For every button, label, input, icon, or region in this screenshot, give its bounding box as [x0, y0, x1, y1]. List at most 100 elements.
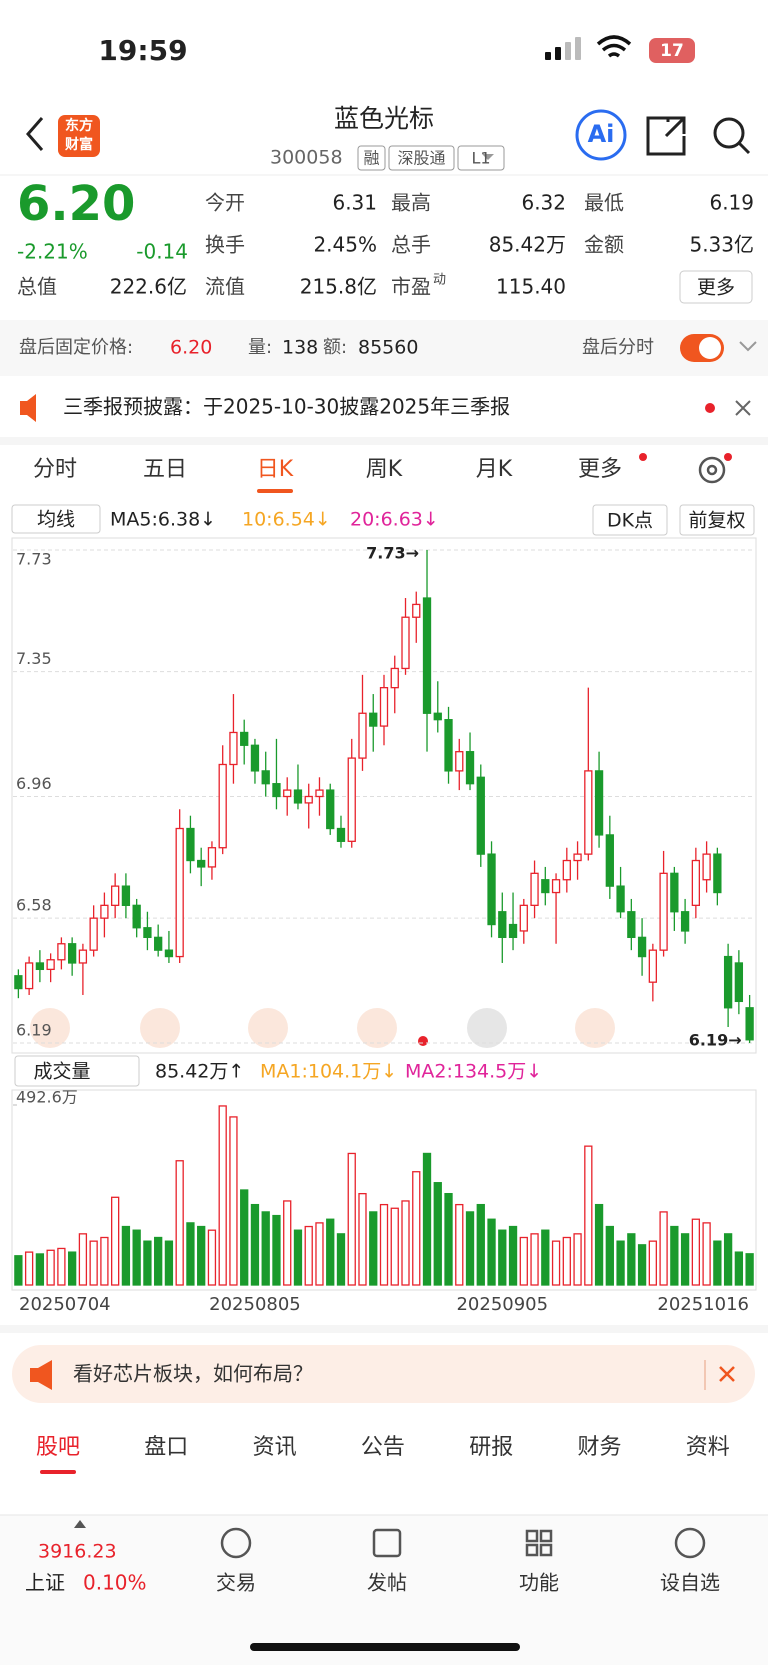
candle-body: [100, 904, 109, 919]
candle-body: [390, 667, 399, 689]
candle-body: [154, 936, 163, 951]
tab[interactable]: 分时: [33, 457, 77, 482]
x-tick-label: 20251016: [657, 1294, 749, 1315]
candle-body: [594, 770, 604, 836]
volume-label: MA1:104.1万↓: [260, 1061, 397, 1083]
ai-button[interactable]: [575, 109, 627, 161]
bottom-tab[interactable]: 资料: [686, 1435, 730, 1460]
adjust-label[interactable]: 前复权: [688, 510, 745, 532]
nav-item[interactable]: 设自选: [660, 1571, 720, 1595]
index-change[interactable]: 0.10%: [83, 1571, 147, 1595]
tab[interactable]: 更多: [578, 457, 622, 482]
candle-body: [627, 911, 636, 939]
candle-body: [35, 962, 45, 971]
tab[interactable]: 周K: [366, 457, 403, 482]
index-name[interactable]: 上证: [25, 1571, 65, 1595]
candle-body: [573, 853, 582, 862]
nav-item[interactable]: 交易: [216, 1571, 256, 1595]
stat-value: 6.19: [709, 191, 754, 215]
ma-selector[interactable]: [11, 504, 101, 534]
back-icon[interactable]: [26, 117, 44, 151]
candle-body: [433, 712, 442, 721]
more-button[interactable]: [679, 270, 753, 304]
candle-body: [465, 751, 475, 785]
volume-bar: [132, 1229, 141, 1286]
candle-body: [519, 904, 528, 932]
stat-label: 最低: [584, 191, 624, 215]
candle-body: [57, 943, 66, 961]
candle-body: [336, 827, 346, 842]
dk-button[interactable]: [592, 504, 668, 536]
candle-body: [293, 789, 303, 804]
candle-body: [46, 959, 55, 971]
logo: [58, 115, 100, 157]
stat-value: 85.42万: [489, 233, 566, 257]
volume-bar: [541, 1229, 550, 1286]
adjust-button[interactable]: [679, 504, 755, 536]
tag: 深股通: [397, 149, 445, 168]
candle-body: [680, 911, 690, 932]
close-icon[interactable]: [735, 400, 751, 416]
banner-close[interactable]: [719, 1366, 735, 1382]
volume-selector[interactable]: [14, 1055, 140, 1087]
volume-bar: [422, 1152, 432, 1286]
settings-icon[interactable]: [698, 456, 726, 484]
candle-body: [444, 719, 453, 772]
volume-bar: [637, 1244, 647, 1286]
volume-bar: [369, 1211, 378, 1286]
ai-label[interactable]: Ai: [588, 120, 615, 148]
stat-value: 6.31: [332, 191, 377, 215]
after-hours-bar: [0, 320, 768, 376]
stat-label: 最高: [391, 191, 431, 215]
ma-label: MA5:6.38↓: [110, 509, 216, 531]
volume-bar: [702, 1222, 711, 1286]
ma-selector-label[interactable]: 均线: [37, 509, 75, 531]
candle-body: [186, 827, 195, 862]
notice[interactable]: 三季报预披露：于2025-10-30披露2025年三季报: [63, 395, 510, 419]
price: 6.20: [17, 176, 135, 232]
volume-bar: [154, 1236, 163, 1286]
expand-icon[interactable]: [739, 341, 757, 352]
nav-icons[interactable]: [220, 1527, 706, 1559]
nav-item[interactable]: 发帖: [367, 1571, 407, 1595]
nav-item[interactable]: 功能: [519, 1571, 559, 1595]
dropdown[interactable]: [482, 154, 494, 160]
volume-bar: [659, 1211, 668, 1286]
candle-body: [229, 731, 238, 766]
bottom-tab[interactable]: 公告: [361, 1435, 405, 1460]
bottom-tab[interactable]: 研报: [469, 1435, 513, 1460]
tab[interactable]: 日K: [257, 457, 294, 482]
tag: L1: [471, 149, 490, 168]
volume-bar: [14, 1255, 23, 1286]
bottom-tab[interactable]: 盘口: [144, 1435, 188, 1460]
tab[interactable]: 月K: [476, 457, 513, 482]
after-hours-link[interactable]: 盘后分时: [582, 337, 654, 358]
candle-body: [67, 943, 77, 964]
volume-bar: [605, 1225, 614, 1286]
bottom-tab[interactable]: 财务: [577, 1435, 621, 1460]
volume-selector-label[interactable]: 成交量: [33, 1061, 90, 1083]
more-label[interactable]: 更多: [697, 277, 735, 299]
volume-bar: [358, 1192, 367, 1286]
volume-bar: [315, 1222, 324, 1286]
tab[interactable]: 五日: [143, 457, 187, 482]
bottom-tab[interactable]: 股吧: [36, 1435, 80, 1460]
dk-label[interactable]: DK点: [607, 510, 653, 532]
banner[interactable]: [12, 1345, 755, 1403]
volume-label: MA2:134.5万↓: [405, 1061, 542, 1083]
volume-bar: [347, 1152, 356, 1286]
banner-text[interactable]: 看好芯片板块，如何布局？: [73, 1362, 313, 1386]
share-icon[interactable]: [646, 116, 686, 156]
volume-bar: [465, 1211, 475, 1286]
stat-value: 222.6亿: [110, 275, 187, 299]
bottom-tab[interactable]: 资讯: [253, 1435, 297, 1460]
volume-bar: [35, 1253, 45, 1286]
clock: 19:59: [98, 34, 187, 67]
chart-controls[interactable]: [30, 1008, 615, 1048]
index-value[interactable]: 3916.23: [38, 1541, 117, 1563]
volume-bar: [573, 1233, 582, 1286]
search-icon[interactable]: [713, 117, 751, 155]
volume-bar: [487, 1218, 496, 1286]
volume-bar: [498, 1229, 507, 1286]
